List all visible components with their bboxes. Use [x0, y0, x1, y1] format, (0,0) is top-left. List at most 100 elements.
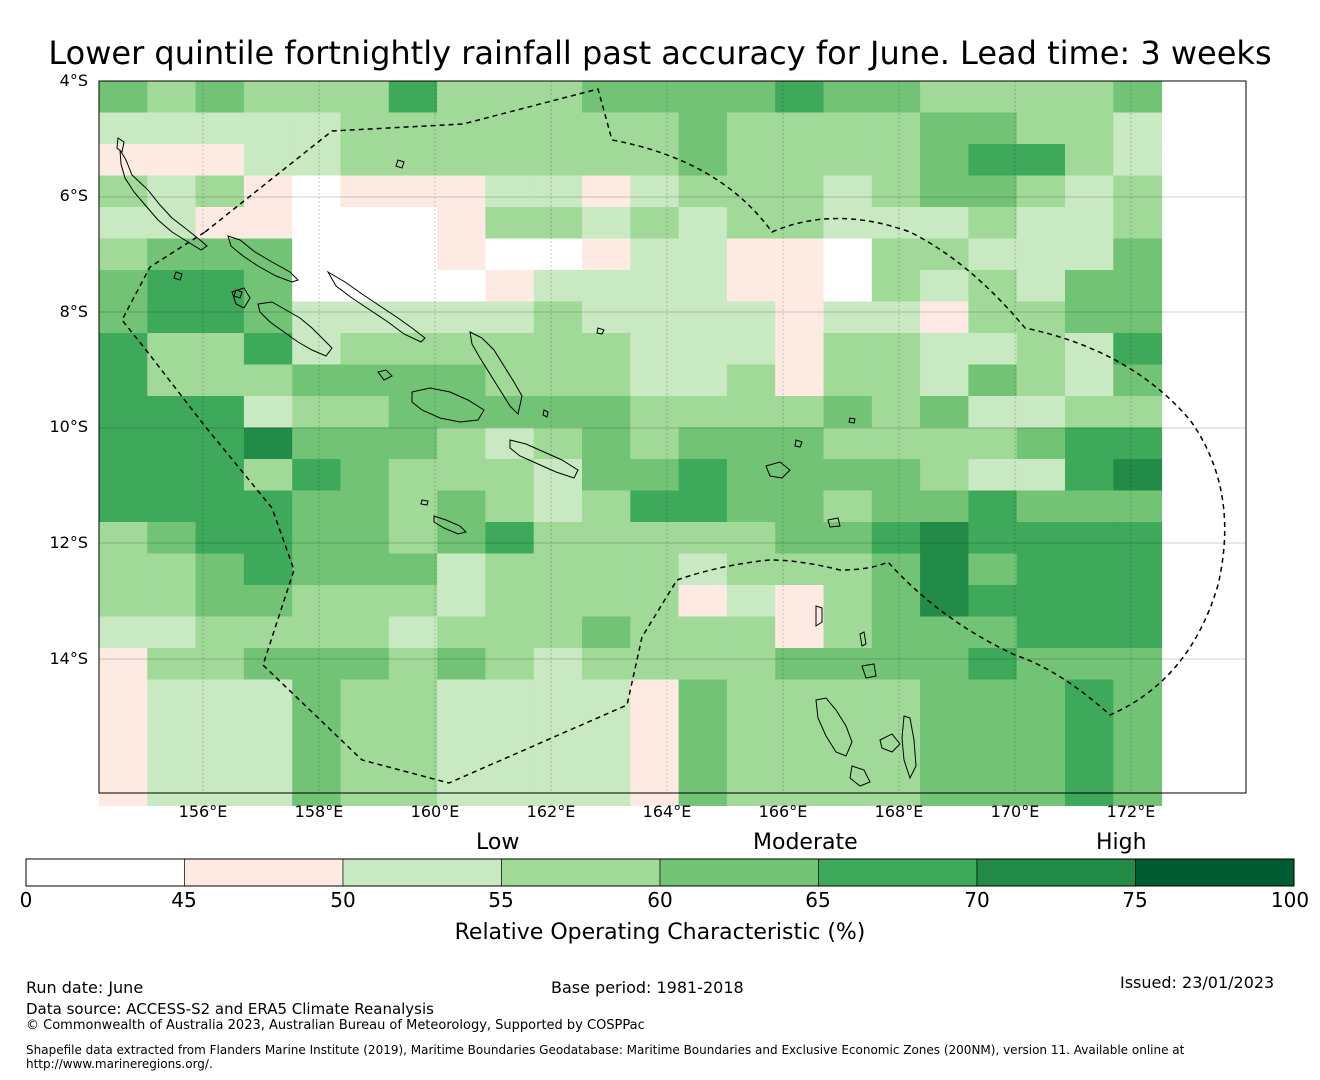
coastline-guadalcanal [411, 387, 485, 423]
grid-cell [340, 175, 390, 208]
grid-cell [243, 333, 293, 365]
grid-cell [582, 238, 631, 271]
grid-cell [147, 679, 197, 712]
grid-cell [292, 459, 341, 491]
grid-cell [871, 427, 921, 460]
colorbar-segment [184, 858, 344, 887]
grid-cell [147, 175, 197, 208]
grid-cell [340, 459, 390, 491]
grid-cell [1065, 427, 1114, 460]
grid-cell [775, 711, 824, 743]
grid-cell [388, 774, 438, 806]
islet-feni [173, 271, 183, 281]
grid-cell [1016, 490, 1066, 523]
coastline-choiseul [227, 235, 299, 283]
coastline-vella-lavella [231, 287, 251, 309]
grid-cell [292, 396, 341, 428]
grid-cell [678, 144, 728, 176]
colorbar-segment [659, 858, 819, 887]
coastline-bougainville [119, 149, 208, 251]
grid-cell [533, 427, 583, 460]
grid-cell [1016, 711, 1066, 743]
grid-cell [630, 427, 680, 460]
eez-boundary [121, 88, 1226, 784]
grid-cell [871, 270, 921, 302]
grid-cell [920, 207, 969, 239]
grid-cell [147, 364, 197, 397]
lon-label-172e: 172°E [1106, 802, 1156, 821]
grid-cell [437, 175, 486, 208]
grid-cell [99, 364, 148, 397]
grid-cell [726, 711, 776, 743]
grid-cell [533, 616, 583, 649]
grid-cell [968, 238, 1018, 271]
grid-cell [968, 364, 1018, 397]
grid-cell [533, 459, 583, 491]
grid-cell [1065, 238, 1114, 271]
grid-cell [630, 396, 680, 428]
grid-cell [292, 333, 341, 365]
grid-cell [292, 679, 341, 712]
grid-cell [99, 553, 148, 586]
grid-cell [726, 301, 776, 334]
grid-cell [1016, 207, 1066, 239]
grid-cell [726, 396, 776, 428]
grid-cell [678, 742, 728, 775]
grid-cell [388, 490, 438, 523]
grid-cell [582, 333, 631, 365]
grid-cell [1016, 81, 1066, 113]
colorbar-category-high: High [1096, 830, 1147, 855]
grid-cell [340, 711, 390, 743]
grid-cell [678, 648, 728, 680]
grid-cell [726, 585, 776, 617]
colorbar-tick-70: 70 [964, 888, 990, 912]
grid-cell [437, 112, 486, 145]
coastline-malaita [469, 331, 523, 415]
grid-cell [292, 553, 341, 586]
grid-cell [1113, 585, 1163, 617]
grid-cell [485, 364, 535, 397]
grid-cell [533, 396, 583, 428]
colorbar-tick-50: 50 [330, 888, 356, 912]
grid-cell [630, 301, 680, 334]
grid-cell [582, 144, 631, 176]
grid-cell [147, 207, 197, 239]
grid-cell [920, 679, 969, 712]
grid-cell [147, 396, 197, 428]
grid-cell [582, 175, 631, 208]
grid-cell [340, 522, 390, 554]
colorbar-tick-45: 45 [171, 888, 197, 912]
grid-cell [871, 238, 921, 271]
grid-cell [485, 679, 535, 712]
grid-cell [582, 364, 631, 397]
grid-cell [195, 742, 245, 775]
grid-cell [920, 333, 969, 365]
grid-cell [485, 711, 535, 743]
grid-cell [1065, 522, 1114, 554]
grid-cell [147, 427, 197, 460]
grid-cell [292, 364, 341, 397]
islet-ontong-java [395, 159, 405, 169]
grid-cell [920, 175, 969, 208]
grid-cell [823, 648, 873, 680]
grid-cell [147, 553, 197, 586]
grid-cell [630, 144, 680, 176]
grid-cell [437, 742, 486, 775]
grid-cell [243, 175, 293, 208]
grid-cell [195, 490, 245, 523]
colorbar-tick-100: 100 [1270, 888, 1310, 912]
grid-cell [968, 711, 1018, 743]
grid-cell [726, 144, 776, 176]
grid-cell [99, 616, 148, 649]
map-title: Lower quintile fortnightly rainfall past… [48, 34, 1272, 72]
grid-cell [147, 459, 197, 491]
grid-cell [920, 616, 969, 649]
grid-cell [292, 774, 341, 806]
grid-cell [340, 396, 390, 428]
grid-cell [437, 616, 486, 649]
grid-cell [388, 427, 438, 460]
coastline-banks-islands [861, 663, 877, 679]
grid-cell [871, 301, 921, 334]
grid-cell [195, 175, 245, 208]
